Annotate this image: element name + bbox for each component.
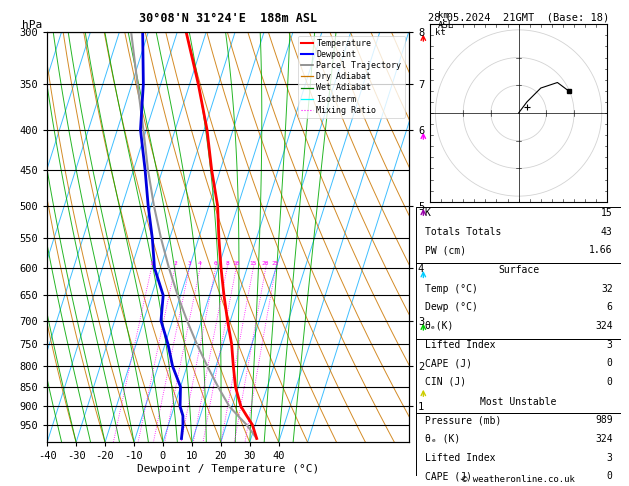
- Text: K: K: [425, 208, 430, 218]
- Text: 10: 10: [232, 261, 240, 266]
- Text: 6: 6: [214, 261, 218, 266]
- Text: km
ASL: km ASL: [438, 11, 454, 30]
- Text: Surface: Surface: [498, 265, 539, 275]
- Text: 0: 0: [607, 471, 613, 481]
- Text: PW (cm): PW (cm): [425, 245, 465, 255]
- Text: 15: 15: [601, 208, 613, 218]
- Text: © weatheronline.co.uk: © weatheronline.co.uk: [462, 474, 575, 484]
- Text: Lifted Index: Lifted Index: [425, 452, 495, 463]
- Text: Most Unstable: Most Unstable: [481, 397, 557, 407]
- Text: 0: 0: [607, 358, 613, 368]
- Text: hPa: hPa: [22, 19, 42, 30]
- Text: 3: 3: [607, 452, 613, 463]
- Text: 324: 324: [595, 434, 613, 444]
- X-axis label: Dewpoint / Temperature (°C): Dewpoint / Temperature (°C): [137, 464, 319, 474]
- Text: θₑ (K): θₑ (K): [425, 434, 460, 444]
- Text: 3: 3: [187, 261, 191, 266]
- Text: CAPE (J): CAPE (J): [425, 471, 472, 481]
- Text: θₑ(K): θₑ(K): [425, 321, 454, 331]
- Text: 8: 8: [225, 261, 229, 266]
- Text: 30°08'N 31°24'E  188m ASL: 30°08'N 31°24'E 188m ASL: [139, 12, 317, 25]
- Text: 6: 6: [607, 302, 613, 312]
- Text: 2: 2: [173, 261, 177, 266]
- Text: 1: 1: [150, 261, 153, 266]
- Text: Dewp (°C): Dewp (°C): [425, 302, 477, 312]
- Text: 324: 324: [595, 321, 613, 331]
- Text: 0: 0: [607, 377, 613, 387]
- Text: Temp (°C): Temp (°C): [425, 284, 477, 294]
- Text: 15: 15: [250, 261, 257, 266]
- Text: Totals Totals: Totals Totals: [425, 226, 501, 237]
- Text: CIN (J): CIN (J): [425, 377, 465, 387]
- Text: Pressure (mb): Pressure (mb): [425, 416, 501, 425]
- Text: 3: 3: [607, 340, 613, 349]
- Text: 4: 4: [198, 261, 202, 266]
- Text: 28.05.2024  21GMT  (Base: 18): 28.05.2024 21GMT (Base: 18): [428, 12, 610, 22]
- Text: 43: 43: [601, 226, 613, 237]
- Text: kt: kt: [435, 28, 446, 37]
- Text: 989: 989: [595, 416, 613, 425]
- Text: 25: 25: [272, 261, 279, 266]
- Text: 32: 32: [601, 284, 613, 294]
- Text: 1.66: 1.66: [589, 245, 613, 255]
- Legend: Temperature, Dewpoint, Parcel Trajectory, Dry Adiabat, Wet Adiabat, Isotherm, Mi: Temperature, Dewpoint, Parcel Trajectory…: [298, 36, 404, 118]
- Text: CAPE (J): CAPE (J): [425, 358, 472, 368]
- Text: 20: 20: [262, 261, 269, 266]
- Text: Lifted Index: Lifted Index: [425, 340, 495, 349]
